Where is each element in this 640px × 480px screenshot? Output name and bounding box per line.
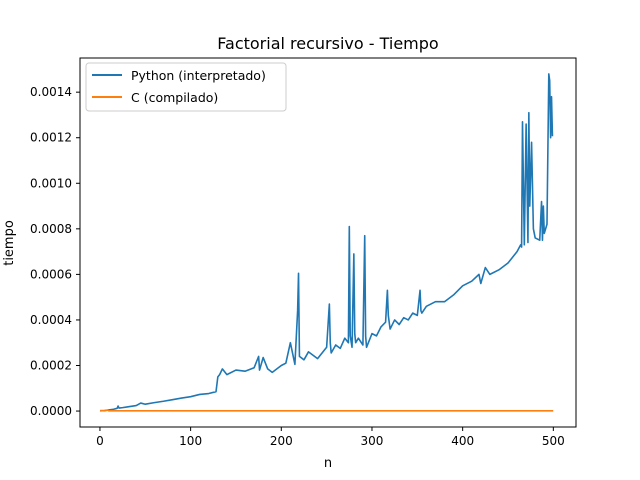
legend-label-python: Python (interpretado) [131,68,266,83]
y-tick-label: 0.0008 [30,222,72,236]
y-tick-label: 0.0006 [30,267,72,281]
x-tick-label: 300 [361,434,384,448]
y-axis-label: tiempo [2,220,17,266]
series-line-python [100,73,554,412]
x-tick-label: 100 [179,434,202,448]
x-tick-label: 400 [451,434,474,448]
y-tick-label: 0.0014 [30,85,72,99]
y-tick-label: 0.0004 [30,313,72,327]
legend: Python (interpretado) C (compilado) [85,62,287,112]
axes-frame [79,57,577,428]
x-tick-label: 0 [96,434,104,448]
x-axis: 0 100 200 300 400 500 [96,427,565,448]
x-axis-label: n [324,456,332,471]
y-tick-label: 0.0000 [30,404,72,418]
y-tick-label: 0.0010 [30,176,72,190]
series-line-c [100,409,554,412]
legend-label-c: C (compilado) [131,90,218,105]
x-tick-label: 500 [542,434,565,448]
plot-area [100,73,554,412]
y-tick-label: 0.0002 [30,359,72,373]
chart-title: Factorial recursivo - Tiempo [217,34,438,53]
y-axis: 0.0000 0.0002 0.0004 0.0006 0.0008 0.0010 0.00… [30,85,80,418]
x-tick-label: 200 [270,434,293,448]
legend-box [85,62,287,112]
y-tick-label: 0.0012 [30,131,72,145]
